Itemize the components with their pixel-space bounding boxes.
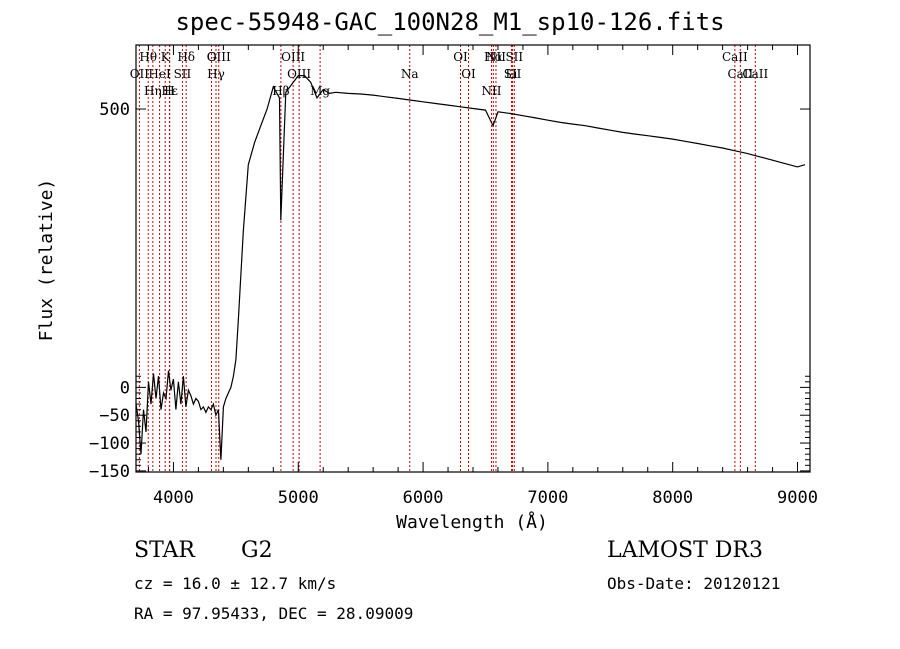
x-tick-label: 6000 [403, 488, 444, 508]
line-label: NII [481, 84, 501, 98]
redshift-readout: cz = 16.0 ± 12.7 km/s [134, 574, 337, 593]
line-label: CaII [742, 67, 768, 81]
object-subclass: G2 [241, 538, 273, 563]
y-tick-label: −150 [89, 462, 130, 482]
y-tick-label: 500 [99, 100, 130, 120]
line-label: OIII [207, 50, 231, 64]
line-label: OI [461, 67, 476, 81]
x-tick-label: 8000 [652, 488, 693, 508]
line-label: Hη [144, 84, 162, 98]
line-label: Hδ [177, 50, 195, 64]
spectrum-line [135, 75, 806, 460]
line-label: HeI [148, 67, 171, 81]
line-label: Hε [161, 84, 178, 98]
line-label: OII [130, 67, 150, 81]
axis-tick-labels: 4000 5000 6000 7000 8000 9000 −150 −100 −50 0 500 [89, 100, 818, 508]
chart-title: spec-55948-GAC_100N28_M1_sp10-126.fits [175, 8, 725, 36]
line-label: NII [486, 50, 506, 64]
line-label: Na [401, 67, 419, 81]
line-label: Hθ [139, 50, 157, 64]
x-tick-label: 4000 [153, 488, 194, 508]
line-label: SII [174, 67, 192, 81]
line-label: Hα [484, 50, 503, 64]
line-label: Mg [310, 84, 330, 98]
line-label: CaII [727, 67, 753, 81]
object-class: STAR [134, 538, 195, 563]
line-label: Hβ [272, 84, 289, 98]
line-label: OIII [287, 67, 311, 81]
obs-date-readout: Obs-Date: 20120121 [607, 574, 781, 593]
axis-ticks [136, 45, 810, 472]
y-tick-label: 0 [120, 378, 130, 398]
line-label: OIII [281, 50, 305, 64]
survey-name: LAMOST DR3 [607, 538, 763, 563]
line-label: SII [504, 67, 522, 81]
line-labels: HθOIIKHeIHδSIIOIIIHγGOIIIOIIINaOIOIHαSII… [130, 50, 769, 98]
y-axis-label: Flux (relative) [36, 179, 57, 342]
x-axis-label: Wavelength (Å) [396, 511, 548, 533]
line-label: G [207, 50, 217, 64]
x-tick-label: 7000 [527, 488, 568, 508]
line-label: OI [453, 50, 468, 64]
coordinates-readout: RA = 97.95433, DEC = 28.09009 [134, 604, 414, 623]
line-label: H [164, 84, 174, 98]
line-label: CaII [722, 50, 748, 64]
line-label: K [161, 50, 171, 64]
y-tick-label: −50 [99, 406, 130, 426]
line-label: Hγ [207, 67, 225, 81]
x-tick-label: 5000 [278, 488, 319, 508]
line-markers [138, 45, 756, 472]
x-tick-label: 9000 [777, 488, 818, 508]
line-label: Li [506, 67, 518, 81]
line-label: SII [505, 50, 523, 64]
y-tick-label: −100 [89, 434, 130, 454]
